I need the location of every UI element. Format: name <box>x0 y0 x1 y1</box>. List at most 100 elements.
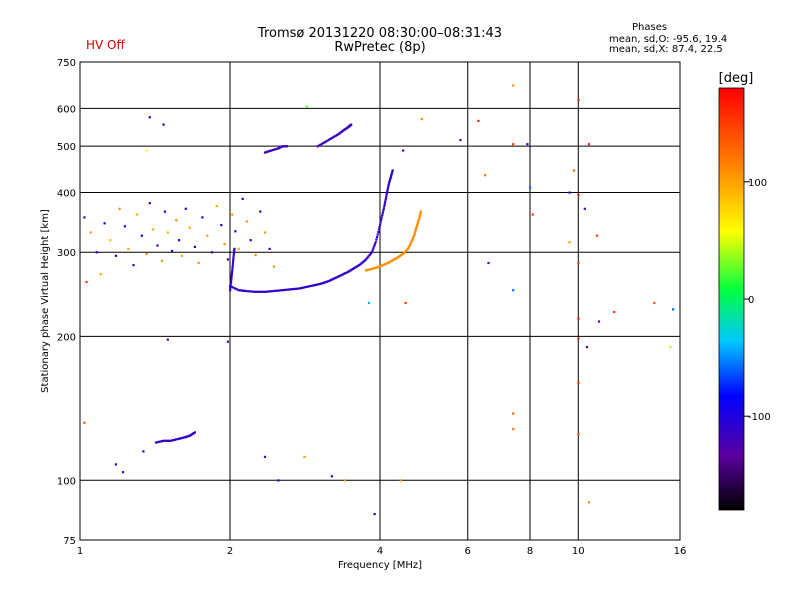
data-point <box>231 213 234 216</box>
data-point <box>303 455 306 458</box>
data-point <box>252 290 255 293</box>
data-point <box>344 272 347 275</box>
data-point <box>148 202 151 205</box>
data-point <box>230 273 233 276</box>
data-point <box>389 176 392 179</box>
data-point <box>226 258 229 261</box>
data-point <box>234 230 237 233</box>
data-point <box>349 269 352 272</box>
data-point <box>162 439 165 442</box>
x-tick-label: 1 <box>77 546 83 557</box>
data-points <box>83 84 675 516</box>
data-point <box>232 256 235 259</box>
x-axis-label: Frequency [MHz] <box>338 560 422 571</box>
data-point <box>193 431 196 434</box>
data-point <box>135 213 138 216</box>
data-point <box>156 244 159 247</box>
data-point <box>293 287 296 291</box>
data-point <box>232 258 235 261</box>
data-point <box>197 261 200 265</box>
data-point <box>245 220 248 223</box>
data-point <box>577 261 580 265</box>
data-point <box>653 301 656 305</box>
data-point <box>316 145 319 148</box>
data-point <box>178 437 181 440</box>
data-point <box>330 137 333 140</box>
y-tick-label: 75 <box>63 536 76 547</box>
data-point <box>414 228 417 231</box>
data-point <box>127 247 130 250</box>
data-point <box>241 289 244 292</box>
data-point <box>318 282 322 285</box>
data-point <box>305 105 308 108</box>
data-point <box>377 228 381 231</box>
data-point <box>329 137 332 140</box>
data-point <box>188 226 191 229</box>
data-point <box>142 450 145 453</box>
data-point <box>85 280 88 284</box>
data-point <box>577 337 580 340</box>
data-point <box>339 274 342 277</box>
data-point <box>269 149 272 152</box>
data-point <box>672 308 675 311</box>
data-point <box>365 258 368 261</box>
data-point <box>526 143 529 146</box>
data-point <box>418 215 421 218</box>
data-point <box>388 180 391 184</box>
data-point <box>267 290 270 293</box>
colorbar-tick-label: 0 <box>748 295 754 306</box>
data-point <box>114 254 117 257</box>
data-point <box>356 264 359 267</box>
data-point <box>335 276 338 279</box>
data-point <box>512 428 515 431</box>
data-point <box>283 288 286 292</box>
data-point <box>379 221 382 224</box>
data-point <box>388 179 391 182</box>
data-point <box>285 145 288 148</box>
data-point <box>487 261 490 265</box>
data-point <box>354 266 357 269</box>
data-point <box>390 173 393 176</box>
data-point <box>163 439 166 442</box>
colorbar-ticks: 100 0 -100 <box>744 178 771 423</box>
data-point <box>103 222 106 225</box>
data-point <box>241 197 244 200</box>
data-point <box>587 143 590 146</box>
data-point <box>411 237 415 240</box>
data-point <box>380 218 383 221</box>
data-point <box>459 139 462 142</box>
grid-lines <box>80 62 680 540</box>
data-point <box>305 285 308 288</box>
data-point <box>418 216 421 219</box>
data-point <box>613 310 616 314</box>
data-point <box>362 260 365 263</box>
data-point <box>259 210 262 213</box>
data-point <box>415 224 419 227</box>
data-point <box>367 268 370 271</box>
data-point <box>231 267 234 270</box>
data-point <box>297 287 301 290</box>
data-point <box>145 252 148 255</box>
data-point <box>171 439 174 442</box>
data-point <box>334 277 337 280</box>
y-tick-label: 750 <box>57 58 76 69</box>
data-point <box>345 271 348 274</box>
x-tick-label: 10 <box>572 546 585 557</box>
data-point <box>154 441 158 444</box>
legend-stat-x: mean, sd,X: 87.4, 22.5 <box>609 44 723 55</box>
data-point <box>182 436 185 439</box>
data-point <box>477 119 480 122</box>
data-point <box>365 269 368 272</box>
data-point <box>254 290 257 293</box>
data-point <box>419 210 422 213</box>
data-point <box>294 287 297 290</box>
data-point <box>237 247 240 250</box>
data-point <box>370 251 373 254</box>
x-tick-label: 8 <box>527 546 533 557</box>
data-point <box>265 151 268 154</box>
data-point <box>416 222 419 225</box>
data-point <box>275 147 279 150</box>
data-point <box>234 287 237 290</box>
x-tick-label: 16 <box>674 546 687 557</box>
